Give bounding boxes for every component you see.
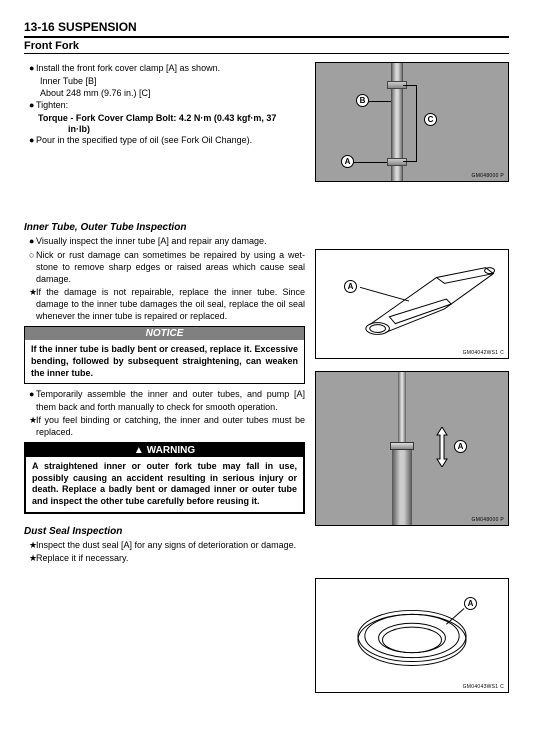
inspection-title: Inner Tube, Outer Tube Inspection (24, 222, 305, 233)
fig1-label-a: A (341, 155, 354, 168)
fig1-caption: GM048000 P (472, 173, 504, 179)
install-tighten-text: Tighten: (36, 100, 68, 110)
fig3-outer-tube (392, 447, 412, 526)
install-pour: ●Pour in the specified type of oil (see … (24, 134, 305, 146)
fig4-svg (316, 579, 508, 692)
fig1-dim-c-bot (403, 161, 417, 162)
fig1-leader-b (368, 101, 391, 102)
warning-box: ▲WARNING A straightened inner or outer f… (24, 442, 305, 514)
fig1-dim-c (416, 85, 417, 161)
header-rule-thin (24, 53, 509, 54)
inspection-p2: ○Nick or rust damage can sometimes be re… (24, 249, 305, 285)
fig2-label-a: A (344, 280, 357, 293)
fig2-caption: GM04042WS1 C (463, 350, 504, 356)
figure-tubes-line: A GM04042WS1 C (315, 249, 509, 359)
dust-p1: ★Inspect the dust seal [A] for any signs… (24, 539, 305, 551)
torque-spec-2: in·lb) (24, 124, 305, 134)
fig3-collar (390, 442, 414, 450)
inspection-p2-text: Nick or rust damage can sometimes be rep… (36, 250, 305, 284)
notice-body: If the inner tube is badly bent or creas… (25, 340, 304, 383)
dust-p2: ★Replace it if necessary. (24, 552, 305, 564)
header-rule-thick (24, 36, 509, 38)
fig3-caption: GM048000 P (472, 517, 504, 523)
warning-body: A straightened inner or outer fork tube … (26, 457, 303, 512)
inspection-p1-text: Visually inspect the inner tube [A] and … (36, 236, 266, 246)
torque-spec: Torque - Fork Cover Clamp Bolt: 4.2 N·m … (24, 113, 305, 125)
fig1-label-b: B (356, 94, 369, 107)
fig1-label-c: C (424, 113, 437, 126)
assemble-p2: ★If you feel binding or catching, the in… (24, 414, 305, 438)
fig1-leader-a (353, 162, 387, 163)
assemble-p1: ●Temporarily assemble the inner and oute… (24, 388, 305, 412)
inspection-p3: ★If the damage is not repairable, replac… (24, 286, 305, 322)
notice-header: NOTICE (25, 327, 304, 340)
install-line3: About 248 mm (9.76 in.) [C] (24, 87, 305, 99)
fig4-label-a: A (464, 597, 477, 610)
dust-p1-text: Inspect the dust seal [A] for any signs … (36, 540, 296, 550)
assemble-p2-text: If you feel binding or catching, the inn… (36, 415, 305, 437)
fig3-label-a: A (454, 440, 467, 453)
install-line1-text: Install the front fork cover clamp [A] a… (36, 63, 220, 73)
inspection-p3-text: If the damage is not repairable, replace… (36, 287, 305, 321)
fig4-caption: GM04043WS1 C (463, 684, 504, 690)
install-line1: ●Install the front fork cover clamp [A] … (24, 62, 305, 74)
fig1-dim-c-top (403, 85, 417, 86)
figure-dust-seal: A GM04043WS1 C (315, 578, 509, 693)
inspection-p1: ●Visually inspect the inner tube [A] and… (24, 235, 305, 247)
page-header: 13-16 SUSPENSION (24, 20, 509, 34)
right-column: B C A GM048000 P A GM04042WS1 C (315, 62, 509, 705)
inspection-section: Inner Tube, Outer Tube Inspection ●Visua… (24, 222, 305, 513)
notice-box: NOTICE If the inner tube is badly bent o… (24, 326, 305, 384)
fig1-clamp-bot (387, 158, 407, 166)
install-tighten: ●Tighten: (24, 99, 305, 111)
warning-icon: ▲ (134, 445, 144, 456)
left-column: ●Install the front fork cover clamp [A] … (24, 62, 305, 705)
dust-title: Dust Seal Inspection (24, 526, 305, 537)
install-pour-text: Pour in the specified type of oil (see F… (36, 135, 252, 145)
fig3-pump-arrow (436, 427, 448, 467)
figure-assembled-fork: A GM048000 P (315, 371, 509, 526)
assemble-p1-text: Temporarily assemble the inner and outer… (36, 389, 305, 411)
figure-fork-clamp: B C A GM048000 P (315, 62, 509, 182)
content-columns: ●Install the front fork cover clamp [A] … (24, 62, 509, 705)
warning-header-text: WARNING (147, 445, 195, 456)
install-section: ●Install the front fork cover clamp [A] … (24, 62, 305, 146)
warning-header: ▲WARNING (26, 444, 303, 457)
dust-p2-text: Replace it if necessary. (36, 553, 128, 563)
section-header: Front Fork (24, 40, 509, 52)
install-line2: Inner Tube [B] (24, 75, 305, 87)
fig3-inner-tube (398, 372, 406, 447)
dust-section: Dust Seal Inspection ★Inspect the dust s… (24, 526, 305, 564)
fig2-svg (316, 250, 508, 358)
